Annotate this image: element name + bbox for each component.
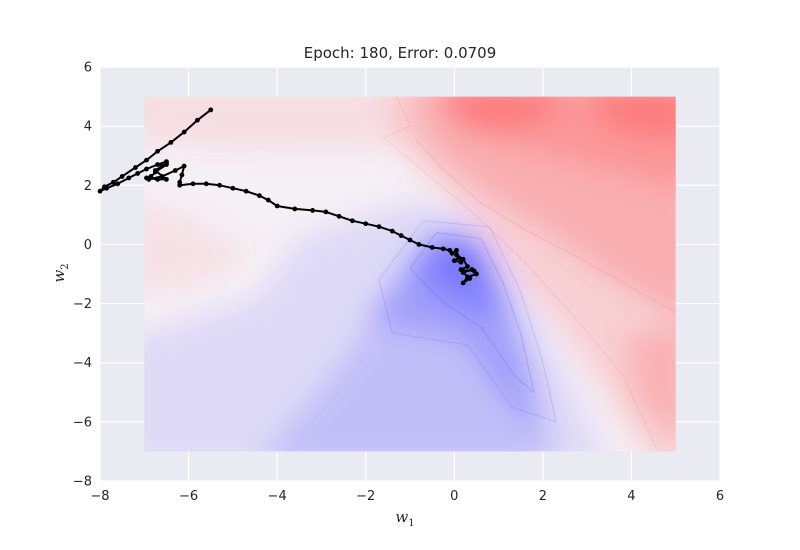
y-axis-label-base: w xyxy=(50,270,68,283)
trajectory-point xyxy=(230,185,236,191)
x-tick-label: −6 xyxy=(179,489,198,504)
trajectory-point xyxy=(451,258,457,264)
trajectory-point xyxy=(467,276,473,281)
contour-band-red-peak-left xyxy=(447,96,555,130)
trajectory-point xyxy=(135,171,141,176)
trajectory-point xyxy=(181,163,187,169)
y-axis-label: w2 xyxy=(50,263,71,282)
y-tick-label: 2 xyxy=(84,179,92,194)
trajectory-point xyxy=(179,172,185,178)
trajectory-point xyxy=(208,107,214,113)
trajectory-point xyxy=(454,252,459,258)
y-tick-label: −8 xyxy=(73,475,92,490)
trajectory-point xyxy=(257,193,262,199)
contour-band-red-left xyxy=(144,203,255,295)
y-tick-label: −4 xyxy=(73,356,92,371)
trajectory-point xyxy=(152,169,158,175)
trajectory-point xyxy=(181,129,187,135)
trajectory-point xyxy=(363,221,369,227)
contour-bands xyxy=(144,96,676,452)
trajectory-point xyxy=(429,244,435,250)
contour-line-blue-2 xyxy=(378,220,557,423)
y-tick-label: 4 xyxy=(84,120,92,135)
trajectory-point xyxy=(133,165,138,170)
x-tick-label: −2 xyxy=(356,489,375,504)
trajectory-point xyxy=(323,209,329,215)
weight-trajectory xyxy=(97,107,479,286)
trajectory-point xyxy=(115,181,121,187)
trajectory-point xyxy=(292,206,298,212)
contour-line-red-2 xyxy=(382,96,659,452)
trajectory-point xyxy=(469,267,475,272)
trajectory-point xyxy=(144,166,149,172)
trajectory-point xyxy=(407,237,413,243)
trajectory-point xyxy=(376,224,382,230)
trajectory-point xyxy=(190,181,196,187)
contour-band-blue-inner xyxy=(365,232,543,437)
y-tick-label: −2 xyxy=(73,297,92,312)
contour-surface xyxy=(144,96,676,452)
contour-band-red-peak-right xyxy=(597,96,676,137)
y-axis-label-sub: 2 xyxy=(60,263,71,269)
trajectory-point xyxy=(144,157,149,163)
trajectory-point xyxy=(164,176,169,182)
contour-line-blue-1 xyxy=(409,232,535,394)
y-tick-label: −6 xyxy=(73,415,92,430)
trajectory-point xyxy=(310,208,315,213)
x-tick-label: 4 xyxy=(627,489,635,504)
x-tick-label: −8 xyxy=(90,489,109,504)
trajectory-point xyxy=(350,218,355,224)
trajectory-point xyxy=(110,179,116,185)
trajectory-point xyxy=(460,270,466,275)
trajectory-point xyxy=(460,280,466,286)
contour-line-red-1 xyxy=(414,137,676,313)
trajectory-point xyxy=(159,174,165,179)
y-tick-label: 6 xyxy=(84,61,92,76)
trajectory-point xyxy=(203,181,209,187)
trajectory-point xyxy=(177,182,183,188)
y-tick-labels: −8 −6 −4 −2 0 2 4 6 xyxy=(73,61,92,490)
trajectory-point xyxy=(389,228,395,234)
trajectory-point xyxy=(155,162,160,167)
trajectory-point xyxy=(97,188,103,194)
trajectory-point xyxy=(243,188,249,194)
contour-lines xyxy=(378,96,676,452)
y-tick-label: 0 xyxy=(84,238,92,253)
trajectory-point xyxy=(416,242,422,247)
trajectory-point xyxy=(449,250,455,256)
trajectory-point xyxy=(164,162,169,167)
trajectory-point xyxy=(168,140,174,145)
x-tick-label: −4 xyxy=(268,489,287,504)
trajectory-point xyxy=(460,256,466,262)
x-axis-label-base: w xyxy=(395,508,408,526)
x-tick-label: 6 xyxy=(716,489,724,504)
trajectory-point xyxy=(274,203,280,209)
trajectory-point xyxy=(126,175,132,181)
trajectory-point xyxy=(146,176,152,182)
chart-title: Epoch: 180, Error: 0.0709 xyxy=(304,44,497,62)
trajectory-point xyxy=(336,213,342,219)
trajectory-point xyxy=(454,247,459,253)
x-axis-label: w1 xyxy=(395,508,414,529)
trajectory-point xyxy=(104,185,110,191)
trajectory-point xyxy=(119,174,125,179)
trajectory-point xyxy=(155,148,160,154)
trajectory-point xyxy=(195,117,200,123)
trajectory-point xyxy=(159,163,165,169)
trajectory-point xyxy=(465,264,470,270)
contour-band-red-lower-right xyxy=(622,325,676,434)
x-tick-label: 0 xyxy=(450,489,458,504)
trajectory-point xyxy=(217,182,222,188)
trajectory-point xyxy=(265,197,271,203)
x-axis-label-sub: 1 xyxy=(408,518,414,529)
x-tick-label: 2 xyxy=(539,489,547,504)
trajectory-point xyxy=(398,233,404,238)
trajectory-point xyxy=(155,176,160,182)
trajectory-point xyxy=(474,271,479,277)
x-tick-labels: −8 −6 −4 −2 0 2 4 6 xyxy=(90,489,724,504)
trajectory-point xyxy=(440,246,446,252)
trajectory-point xyxy=(172,168,178,173)
